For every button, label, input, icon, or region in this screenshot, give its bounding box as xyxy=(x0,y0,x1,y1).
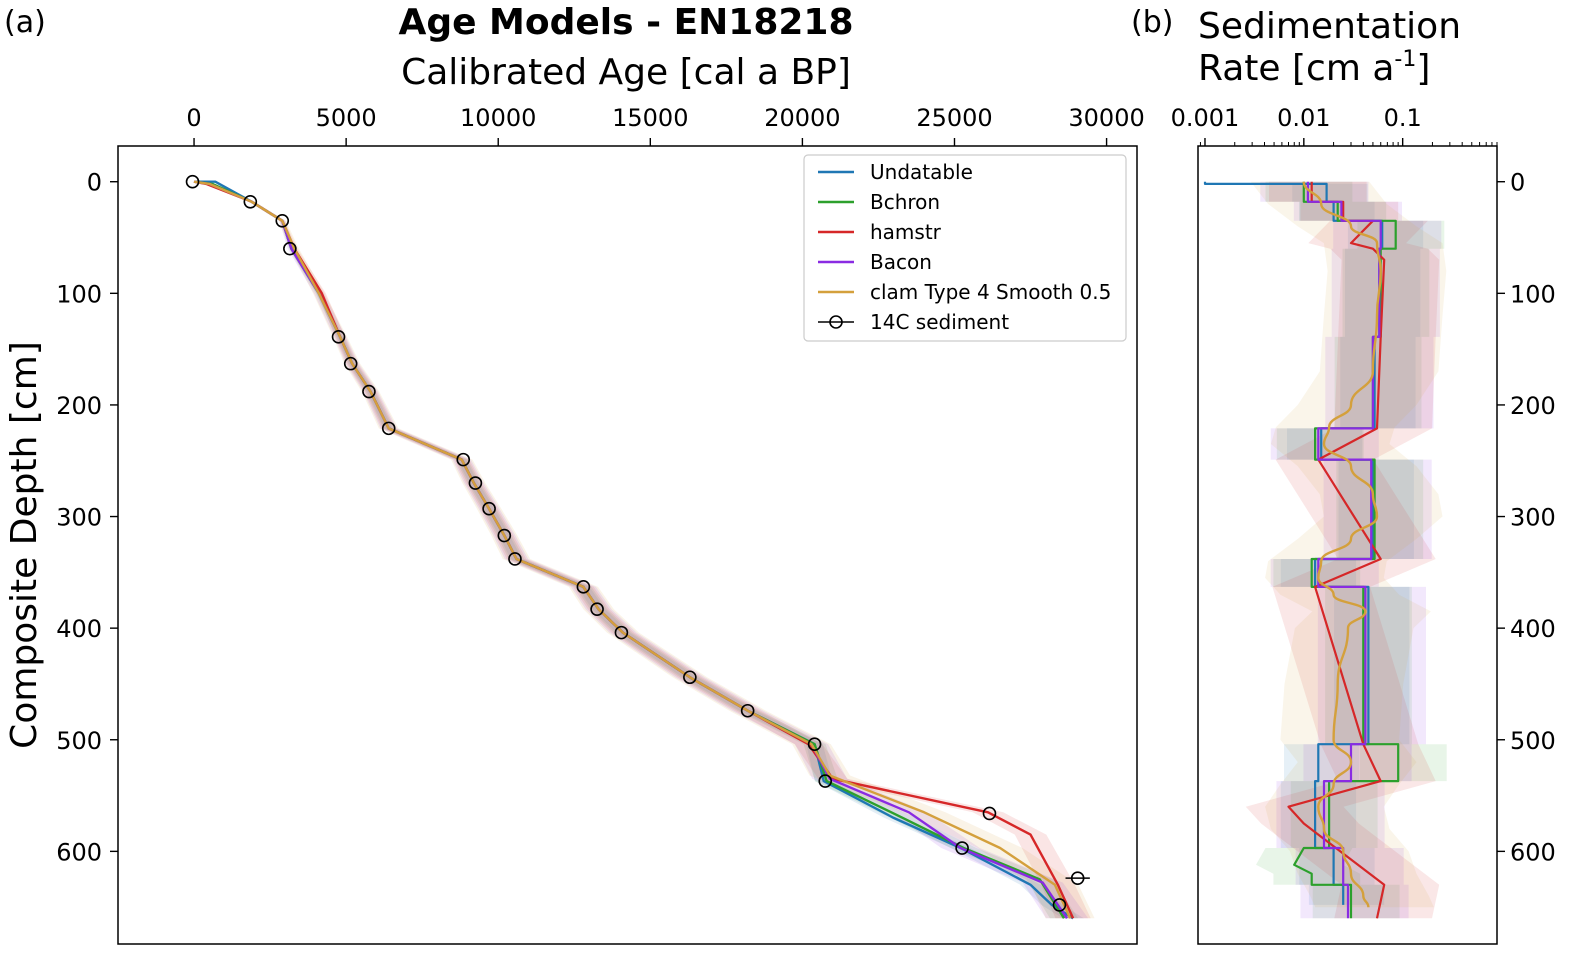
x-tick-label-a: 15000 xyxy=(612,104,688,132)
point-14c-sediment xyxy=(331,330,346,344)
y-tick-label-b: 400 xyxy=(1510,615,1556,643)
line-a-clam-type-4-smooth-0-5 xyxy=(193,180,1072,919)
legend-box xyxy=(803,154,1127,342)
chart-b-xlabel-sup: -1 xyxy=(1394,47,1416,72)
x-tick-label-a: 0 xyxy=(186,104,201,132)
chart-a-title: Age Models - EN18218 xyxy=(398,2,853,43)
band-b-undatable xyxy=(1280,183,1424,905)
y-tick-label-b: 600 xyxy=(1510,838,1556,866)
chart-a-plot: 0 5000 10000 15000 20000 25000 30000 0 100 200 300… xyxy=(56,104,1145,945)
point-14c-sediment xyxy=(468,476,483,490)
chart-b-frame xyxy=(1197,145,1498,945)
point-14c-sediment xyxy=(955,841,969,855)
legend-entry-bchron: Bchron xyxy=(870,190,940,214)
chart-b-title: Sedimentation xyxy=(1198,6,1461,47)
legend-entry-bacon: Bacon xyxy=(870,250,932,274)
chart-a-xlabel: Calibrated Age [cal a BP] xyxy=(401,52,851,93)
point-14c-sediment xyxy=(283,241,297,256)
y-tick-label-b: 100 xyxy=(1510,280,1556,308)
legend-entry-14c-sediment: 14C sediment xyxy=(870,310,1009,334)
legend-entry-clam-type-4-smooth-0-5: clam Type 4 Smooth 0.5 xyxy=(870,280,1111,304)
band-b-bacon xyxy=(1260,181,1442,919)
chart-a-ylabel: Composite Depth [cm] xyxy=(4,341,45,749)
point-14c-sediment xyxy=(456,452,471,467)
point-14c-sediment xyxy=(1052,898,1067,912)
y-tick-label-b: 200 xyxy=(1510,392,1556,420)
x-tick-label-b: 0.01 xyxy=(1277,104,1330,132)
point-14c-sediment xyxy=(818,774,833,788)
point-14c-sediment xyxy=(982,806,997,821)
y-tick-label-a: 400 xyxy=(56,615,102,643)
point-14c-sediment xyxy=(614,625,629,640)
point-14c-sediment xyxy=(381,421,396,436)
legend-entry-hamstr: hamstr xyxy=(870,220,942,244)
x-tick-label-b: 0.1 xyxy=(1384,104,1422,132)
point-14c-sediment xyxy=(243,195,258,209)
line-b-bacon xyxy=(1306,181,1382,919)
point-14c-sediment xyxy=(683,670,697,685)
point-14c-sediment xyxy=(343,356,358,371)
point-14c-sediment xyxy=(590,602,604,616)
y-tick-label-a: 100 xyxy=(56,280,102,308)
chart-b-xlabel-main: Rate [cm a xyxy=(1198,48,1394,89)
x-tick-label-a: 20000 xyxy=(764,104,840,132)
x-tick-label-a: 10000 xyxy=(460,104,536,132)
point-14c-sediment xyxy=(362,384,376,399)
point-14c-sediment xyxy=(275,213,290,228)
y-tick-label-b: 300 xyxy=(1510,504,1556,532)
panel-a-label: (a) xyxy=(4,5,46,40)
x-tick-label-a: 5000 xyxy=(316,104,377,132)
band-a-clam-type-4-smooth-0-5 xyxy=(191,181,1095,919)
line-b-clam-type-4-smooth-0-5 xyxy=(1302,181,1382,908)
point-14c-sediment xyxy=(807,737,822,752)
y-tick-label-b: 500 xyxy=(1510,727,1556,755)
chart-a-frame xyxy=(117,145,1138,945)
point-14c-sediment xyxy=(740,703,755,718)
y-tick-label-a: 0 xyxy=(87,169,102,197)
panel-b-label: (b) xyxy=(1131,5,1173,40)
band-b-hamstr xyxy=(1245,181,1440,919)
x-tick-label-a: 30000 xyxy=(1068,104,1144,132)
chart-b-plot: 0.001 0.01 0.1 0 100 200 300 400 500 600 xyxy=(1171,104,1556,945)
x-tick-label-a: 25000 xyxy=(916,104,992,132)
y-tick-label-a: 200 xyxy=(56,392,102,420)
x-tick-label-b: 0.001 xyxy=(1171,104,1240,132)
point-14c-sediment xyxy=(1070,871,1085,885)
point-14c-sediment xyxy=(185,174,200,189)
y-tick-label-a: 500 xyxy=(56,727,102,755)
point-14c-sediment xyxy=(482,501,496,516)
y-tick-label-a: 600 xyxy=(56,838,102,866)
point-14c-sediment xyxy=(508,552,522,566)
point-14c-sediment xyxy=(576,580,591,594)
chart-b-xlabel-end: ] xyxy=(1416,48,1430,89)
y-tick-label-b: 0 xyxy=(1510,169,1525,197)
chart-b-xlabel: Rate [cm a-1] xyxy=(1198,47,1430,89)
legend-entry-undatable: Undatable xyxy=(870,160,973,184)
legend: Undatable Bchron hamstr Bacon clam Type 4 Sm… xyxy=(803,154,1127,342)
point-14c-sediment xyxy=(497,528,512,543)
legend-swatch-14c-marker xyxy=(829,315,843,329)
y-tick-label-a: 300 xyxy=(56,504,102,532)
band-b-bchron xyxy=(1256,181,1447,919)
